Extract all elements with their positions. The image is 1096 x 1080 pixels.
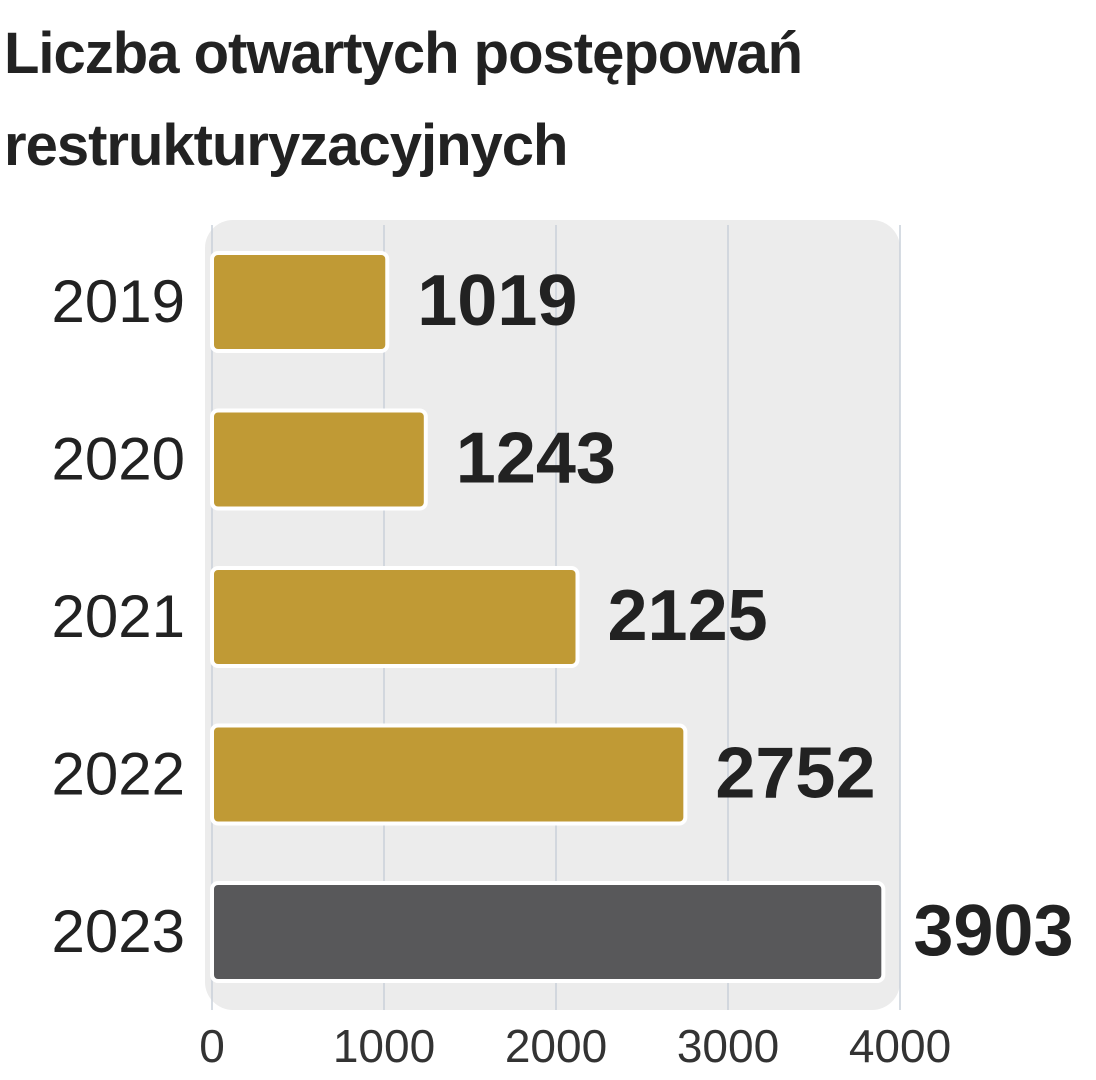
y-tick-label: 2022 <box>52 740 185 807</box>
value-label: 1243 <box>456 419 616 499</box>
x-tick-label: 2000 <box>505 1020 607 1072</box>
x-tick-label: 1000 <box>333 1020 435 1072</box>
y-tick-label: 2020 <box>52 425 185 492</box>
x-tick-label: 3000 <box>677 1020 779 1072</box>
x-tick-label: 0 <box>199 1020 225 1072</box>
y-tick-label: 2023 <box>52 898 185 965</box>
value-label: 1019 <box>417 261 577 341</box>
y-tick-label: 2021 <box>52 583 185 650</box>
value-label: 2752 <box>715 734 875 814</box>
x-tick-label: 4000 <box>849 1020 951 1072</box>
value-label: 3903 <box>913 891 1073 971</box>
bar <box>210 251 390 353</box>
y-tick-label: 2019 <box>52 268 185 335</box>
bar <box>210 723 688 826</box>
value-label: 2125 <box>608 576 768 656</box>
chart-title: Liczba otwartych postępowań restrukturyz… <box>4 21 803 178</box>
bar <box>210 566 580 668</box>
bar <box>210 881 886 983</box>
bar <box>210 408 428 511</box>
